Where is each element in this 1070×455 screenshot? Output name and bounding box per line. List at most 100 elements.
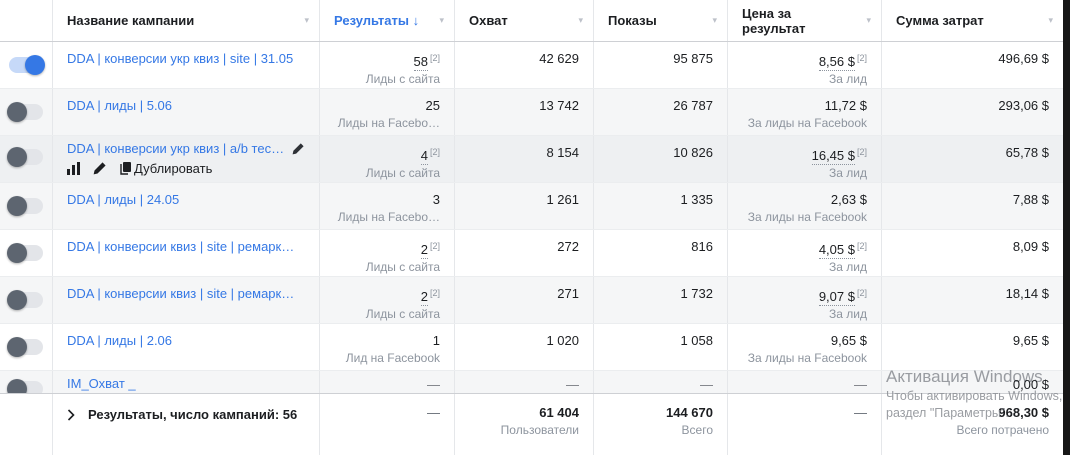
summary-spent-cell: 968,30 $ Всего потрачено <box>882 394 1063 455</box>
amount-spent-cell: 9,65 $ <box>882 324 1063 370</box>
footnote-marker: [2] <box>856 147 867 157</box>
campaign-toggle-off[interactable] <box>7 290 43 310</box>
results-cell: — <box>320 371 455 393</box>
results-type-label: Лид на Facebook <box>345 351 440 365</box>
column-header-cost-per-result[interactable]: Цена за результат ▾ <box>728 0 882 41</box>
campaign-toggle-off[interactable] <box>7 102 43 122</box>
campaign-name-link[interactable]: DDA | конверсии укр квиз | site | 31.05 <box>67 51 294 66</box>
campaign-name-cell: DDA | конверсии укр квиз | site | 31.05 <box>53 42 320 88</box>
campaign-toggle-off[interactable] <box>7 379 43 393</box>
caret-down-icon[interactable]: ▾ <box>439 15 444 25</box>
caret-down-icon[interactable]: ▾ <box>712 15 717 25</box>
toggle-knob <box>7 243 27 263</box>
results-header-label: Результаты ↓ <box>334 13 420 28</box>
toggle-cell <box>0 277 53 323</box>
cost-per-result-cell: 8,56 $ [2] За лид <box>728 42 882 88</box>
results-cell: 4 [2] Лиды с сайта <box>320 136 455 182</box>
cost-value[interactable]: 4,05 $ <box>818 242 855 260</box>
cost-type-label: За лид <box>829 260 867 275</box>
results-value: 3 <box>432 192 440 207</box>
results-value[interactable]: 58 <box>413 54 428 72</box>
campaign-name-link[interactable]: DDA | лиды | 24.05 <box>67 192 180 207</box>
results-cell: 2 [2] Лиды с сайта <box>320 230 455 276</box>
summary-impressions-value: 144 670 <box>666 405 713 420</box>
cost-value[interactable]: 8,56 $ <box>818 54 855 72</box>
reach-cell: 1 261 <box>455 183 594 229</box>
column-header-results[interactable]: Результаты ↓ ▾ <box>320 0 455 41</box>
column-header-reach[interactable]: Охват ▾ <box>455 0 594 41</box>
campaign-toggle-on[interactable] <box>9 55 45 75</box>
column-header-campaign-name[interactable]: Название кампании ▾ <box>53 0 320 41</box>
caret-down-icon[interactable]: ▾ <box>866 15 871 25</box>
results-value: 1 <box>432 333 440 348</box>
cost-value: 11,72 $ <box>824 98 867 113</box>
reach-value: 271 <box>557 286 579 301</box>
summary-row: Результаты, число кампаний: 56 — 61 404 … <box>0 393 1063 455</box>
column-header-impressions[interactable]: Показы ▾ <box>594 0 728 41</box>
summary-label-cell: Результаты, число кампаний: 56 <box>53 394 320 455</box>
caret-down-icon[interactable]: ▾ <box>1048 15 1053 25</box>
summary-cost-value: — <box>854 405 867 420</box>
table-row: DDA | конверсии квиз | site | ремарк… 2[… <box>0 230 1063 277</box>
reach-cell: 272 <box>455 230 594 276</box>
cost-per-result-cell: 9,07 $ [2] За лид <box>728 277 882 323</box>
amount-spent-cell: 293,06 $ <box>882 89 1063 135</box>
amount-spent-cell: 65,78 $ <box>882 136 1063 182</box>
impressions-value: 1 732 <box>680 286 713 301</box>
impressions-value: 95 875 <box>673 51 713 66</box>
view-charts-icon[interactable] <box>67 161 81 175</box>
duplicate-button[interactable]: Дублировать <box>118 161 212 176</box>
summary-reach-label: Пользователи <box>500 423 579 437</box>
summary-impressions-label: Всего <box>681 423 713 437</box>
reach-cell: 13 742 <box>455 89 594 135</box>
reach-cell: — <box>455 371 594 393</box>
impressions-cell: 816 <box>594 230 728 276</box>
footnote-marker: [2] <box>856 53 867 63</box>
results-value[interactable]: 2 <box>420 242 428 260</box>
toggle-cell <box>0 230 53 276</box>
caret-down-icon[interactable]: ▾ <box>304 15 309 25</box>
cost-header-label: Цена за результат <box>742 5 806 36</box>
cost-value: — <box>854 377 867 392</box>
campaign-name-header-label: Название кампании <box>67 13 195 28</box>
cost-per-result-cell: 4,05 $ [2] За лид <box>728 230 882 276</box>
campaign-name-link[interactable]: DDA | конверсии укр квиз | a/b тес… <box>67 141 285 156</box>
caret-down-icon[interactable]: ▾ <box>578 15 583 25</box>
results-value[interactable]: 4 <box>420 148 428 166</box>
campaign-toggle-off[interactable] <box>7 196 43 216</box>
impressions-value: 1 335 <box>680 192 713 207</box>
edit-pencil-icon[interactable] <box>93 161 106 175</box>
campaign-name-link[interactable]: IM_Охват _ <box>67 376 136 391</box>
reach-value: 272 <box>557 239 579 254</box>
summary-label[interactable]: Результаты, число кампаний: 56 <box>88 407 298 422</box>
cost-type-label: За лид <box>829 166 867 181</box>
campaign-name-link[interactable]: DDA | конверсии квиз | site | ремарк… <box>67 239 295 254</box>
campaign-toggle-off[interactable] <box>7 243 43 263</box>
footnote-marker: [2] <box>856 241 867 251</box>
reach-cell: 1 020 <box>455 324 594 370</box>
results-type-label: Лиды с сайта <box>365 72 440 87</box>
impressions-cell: 1 335 <box>594 183 728 229</box>
results-type-label: Лиды с сайта <box>365 307 440 322</box>
cost-value: 9,65 $ <box>830 333 867 348</box>
reach-value: 42 629 <box>539 51 579 66</box>
row-hover-actions: Дублировать <box>67 160 309 176</box>
cost-type-label: За лиды на Facebook <box>747 116 867 130</box>
chevron-right-icon[interactable] <box>67 409 75 421</box>
campaign-name-link[interactable]: DDA | конверсии квиз | site | ремарк… <box>67 286 295 301</box>
spent-header-label: Сумма затрат <box>896 13 984 28</box>
impressions-cell: 95 875 <box>594 42 728 88</box>
campaign-name-link[interactable]: DDA | лиды | 5.06 <box>67 98 173 113</box>
campaign-toggle-off[interactable] <box>7 337 43 357</box>
spent-value: 496,69 $ <box>998 51 1049 66</box>
campaign-name-cell: DDA | конверсии квиз | site | ремарк… <box>53 277 320 323</box>
results-value[interactable]: 2 <box>420 289 428 307</box>
cost-type-label: За лиды на Facebook <box>747 210 867 224</box>
column-header-amount-spent[interactable]: Сумма затрат ▾ <box>882 0 1063 41</box>
cost-value[interactable]: 9,07 $ <box>818 289 855 307</box>
campaign-toggle-off[interactable] <box>7 147 43 167</box>
campaign-name-link[interactable]: DDA | лиды | 2.06 <box>67 333 173 348</box>
cost-value[interactable]: 16,45 $ <box>811 148 855 166</box>
campaign-name-cell: DDA | конверсии укр квиз | a/b тес… Дубл… <box>53 136 320 182</box>
edit-name-pencil-icon[interactable] <box>292 142 304 155</box>
